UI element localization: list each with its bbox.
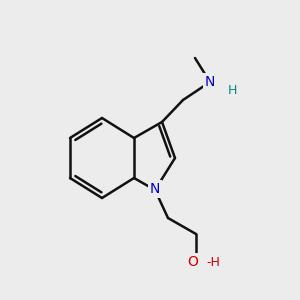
Text: -H: -H [206,256,220,268]
Text: N: N [205,75,215,89]
Text: N: N [150,182,160,196]
Text: H: H [228,83,237,97]
Text: O: O [188,255,198,269]
